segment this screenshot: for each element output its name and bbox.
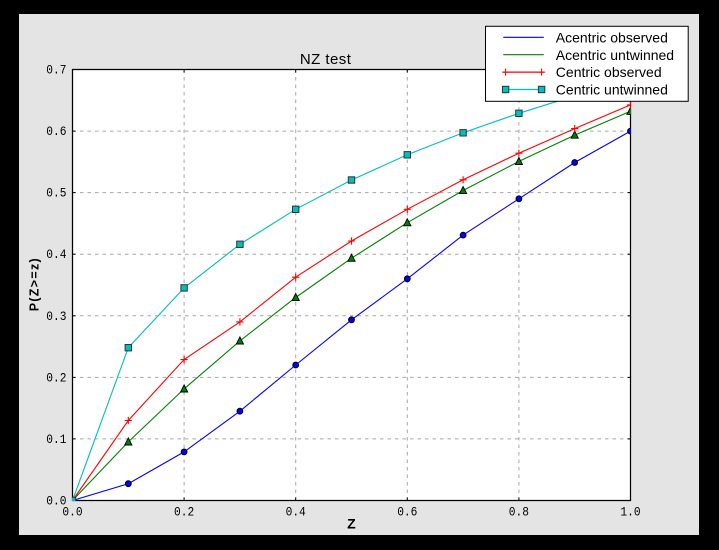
svg-text:0.8: 0.8 [509,505,529,520]
svg-text:Centric observed: Centric observed [556,64,662,80]
svg-text:Acentric untwinned: Acentric untwinned [556,47,674,63]
svg-text:P(Z>=z): P(Z>=z) [28,258,42,311]
svg-text:1.0: 1.0 [620,505,640,520]
svg-text:0.4: 0.4 [46,247,66,262]
svg-text:0.6: 0.6 [397,505,417,520]
svg-text:0.5: 0.5 [46,186,66,201]
svg-text:0.0: 0.0 [46,494,66,509]
svg-text:Centric untwinned: Centric untwinned [556,82,668,98]
svg-text:0.0: 0.0 [62,505,82,520]
svg-text:0.2: 0.2 [46,370,66,385]
svg-text:0.6: 0.6 [46,124,66,139]
svg-text:0.7: 0.7 [46,63,66,78]
svg-text:0.3: 0.3 [46,309,66,324]
svg-text:0.1: 0.1 [46,432,66,447]
svg-text:NZ test: NZ test [300,51,352,68]
svg-text:Acentric observed: Acentric observed [556,29,668,45]
svg-text:0.4: 0.4 [286,505,306,520]
svg-text:0.2: 0.2 [174,505,194,520]
svg-text:Z: Z [347,516,356,532]
